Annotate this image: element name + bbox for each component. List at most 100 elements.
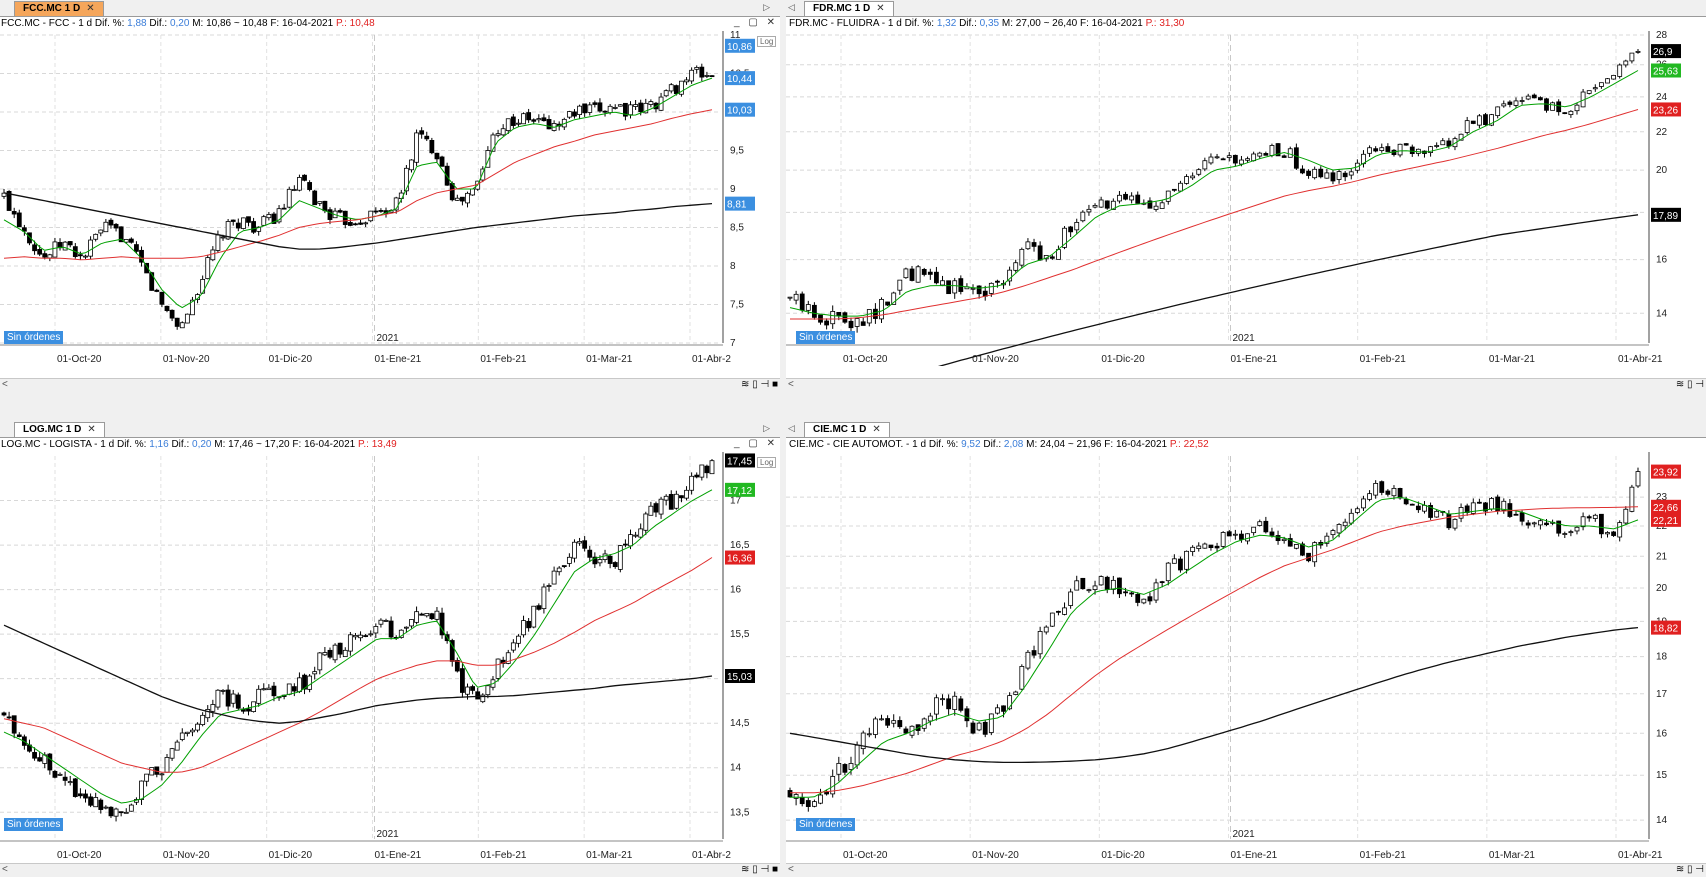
candle-body: [184, 731, 190, 734]
scroll-left-icon[interactable]: <: [2, 864, 8, 875]
scroll-left-icon[interactable]: <: [788, 864, 794, 875]
candle-body: [1336, 524, 1342, 534]
tab-fcc[interactable]: FCC.MC 1 D ✕: [14, 1, 104, 16]
log-scale-button[interactable]: Log: [757, 36, 777, 47]
candle-body: [1098, 199, 1104, 208]
window-buttons[interactable]: _ ▢ ✕: [734, 17, 778, 28]
scrollbar[interactable]: < ≋ ▯ ⊣: [786, 863, 1706, 877]
price-chart[interactable]: 77,588,599,51010,51101-Oct-2001-Nov-2001…: [0, 31, 780, 366]
candle-body: [658, 498, 664, 515]
close-icon[interactable]: ✕: [87, 424, 96, 435]
candle: [424, 131, 430, 142]
candle: [327, 647, 333, 660]
candle: [577, 104, 582, 119]
candle: [793, 290, 799, 305]
candle: [1190, 172, 1196, 180]
candle: [934, 266, 939, 285]
candle-body: [824, 791, 830, 795]
candle-body: [1525, 95, 1531, 100]
tab-cie[interactable]: CIE.MC 1 D ✕: [804, 422, 890, 437]
candle-body: [322, 200, 328, 212]
candle-body: [434, 152, 440, 160]
candle: [205, 254, 211, 280]
y-tick-label: 7: [730, 338, 736, 349]
candle: [1324, 168, 1330, 179]
candle: [976, 285, 982, 299]
candle: [62, 771, 68, 786]
scroll-right-icon[interactable]: ▷: [763, 2, 770, 12]
candle: [1544, 97, 1549, 113]
price-label: 10,44: [727, 74, 752, 85]
candle-body: [1342, 172, 1348, 178]
scroll-left-icon[interactable]: ◁: [788, 2, 795, 12]
candle-body: [327, 649, 333, 658]
candle-body: [505, 652, 511, 664]
p-label: P.:: [335, 18, 347, 29]
candle: [1318, 166, 1324, 179]
chart-tools[interactable]: ≋ ▯ ⊣ ■: [741, 379, 778, 390]
candle: [658, 92, 664, 111]
candle-body: [958, 698, 964, 711]
candle-body: [83, 255, 88, 258]
candle-body: [1110, 200, 1116, 210]
candle-body: [694, 67, 700, 70]
candle-body: [1373, 148, 1379, 152]
candle-body: [11, 715, 17, 734]
candle: [1336, 169, 1342, 184]
chart-tools[interactable]: ≋ ▯ ⊣: [1675, 379, 1704, 390]
close-icon[interactable]: ✕: [872, 424, 881, 435]
candle: [47, 752, 53, 775]
log-scale-button[interactable]: Log: [757, 457, 777, 468]
candle: [378, 208, 384, 213]
chart-pane-log: LOG.MC 1 D ✕ ▷ LOG.MC - LOGISTA - 1 d Dif…: [0, 421, 780, 877]
chart-tools[interactable]: ≋ ▯ ⊣ ■: [741, 864, 778, 875]
window-buttons[interactable]: _ ▢ ✕: [734, 438, 778, 449]
price-chart[interactable]: 13,51414,51515,51616,51701-Oct-2001-Nov-…: [0, 452, 780, 862]
candle: [1592, 84, 1598, 92]
candle-body: [1153, 205, 1159, 210]
scrollbar[interactable]: < ≋ ▯ ⊣: [786, 378, 1706, 392]
candle: [266, 211, 272, 221]
scroll-left-icon[interactable]: <: [2, 379, 8, 390]
candle-body: [429, 140, 435, 154]
tab-log[interactable]: LOG.MC 1 D ✕: [14, 422, 105, 437]
chart-pane-fcc: FCC.MC 1 D ✕ ▷ FCC.MC - FCC - 1 d Dif. %:…: [0, 0, 780, 392]
candle: [860, 317, 866, 326]
candle-body: [297, 177, 302, 191]
scroll-left-icon[interactable]: <: [788, 379, 794, 390]
close-icon[interactable]: ✕: [876, 3, 885, 14]
close-icon[interactable]: ✕: [86, 3, 95, 14]
tab-strip: LOG.MC 1 D ✕ ▷: [0, 421, 780, 438]
candle-body: [566, 556, 572, 564]
candle-body: [118, 226, 124, 243]
candle: [673, 84, 679, 96]
price-chart[interactable]: 141618202224262801-Oct-2001-Nov-2001-Dic…: [786, 31, 1706, 366]
candle-body: [1080, 211, 1086, 222]
scrollbar[interactable]: < ≋ ▯ ⊣ ■: [0, 863, 780, 877]
candle-body: [179, 732, 185, 740]
candle: [67, 775, 73, 786]
candle-body: [123, 811, 129, 814]
f-label: F:: [292, 439, 302, 450]
candle-body: [1373, 483, 1379, 496]
candle: [1013, 690, 1019, 696]
candle: [149, 767, 155, 776]
chart-tools[interactable]: ≋ ▯ ⊣: [1675, 864, 1704, 875]
candle: [1220, 157, 1226, 161]
scrollbar[interactable]: < ≋ ▯ ⊣ ■: [0, 378, 780, 392]
scroll-left-icon[interactable]: ◁: [788, 423, 795, 433]
candle: [1251, 526, 1257, 536]
candle: [526, 618, 532, 632]
tab-fdr[interactable]: FDR.MC 1 D ✕: [804, 1, 894, 16]
price-label: 10,03: [727, 106, 752, 117]
candle-body: [805, 800, 811, 807]
candle-body: [1092, 585, 1098, 590]
price-chart[interactable]: 1415161718192021222301-Oct-2001-Nov-2001…: [786, 452, 1706, 862]
quote-info-bar: FCC.MC - FCC - 1 d Dif. %: 1,88 Dif.: 0,…: [0, 17, 780, 31]
candle: [52, 237, 58, 258]
candle-body: [1300, 168, 1305, 174]
scroll-right-icon[interactable]: ▷: [763, 423, 770, 433]
candle: [694, 65, 700, 74]
candle: [353, 222, 358, 226]
candle-body: [1049, 612, 1055, 627]
